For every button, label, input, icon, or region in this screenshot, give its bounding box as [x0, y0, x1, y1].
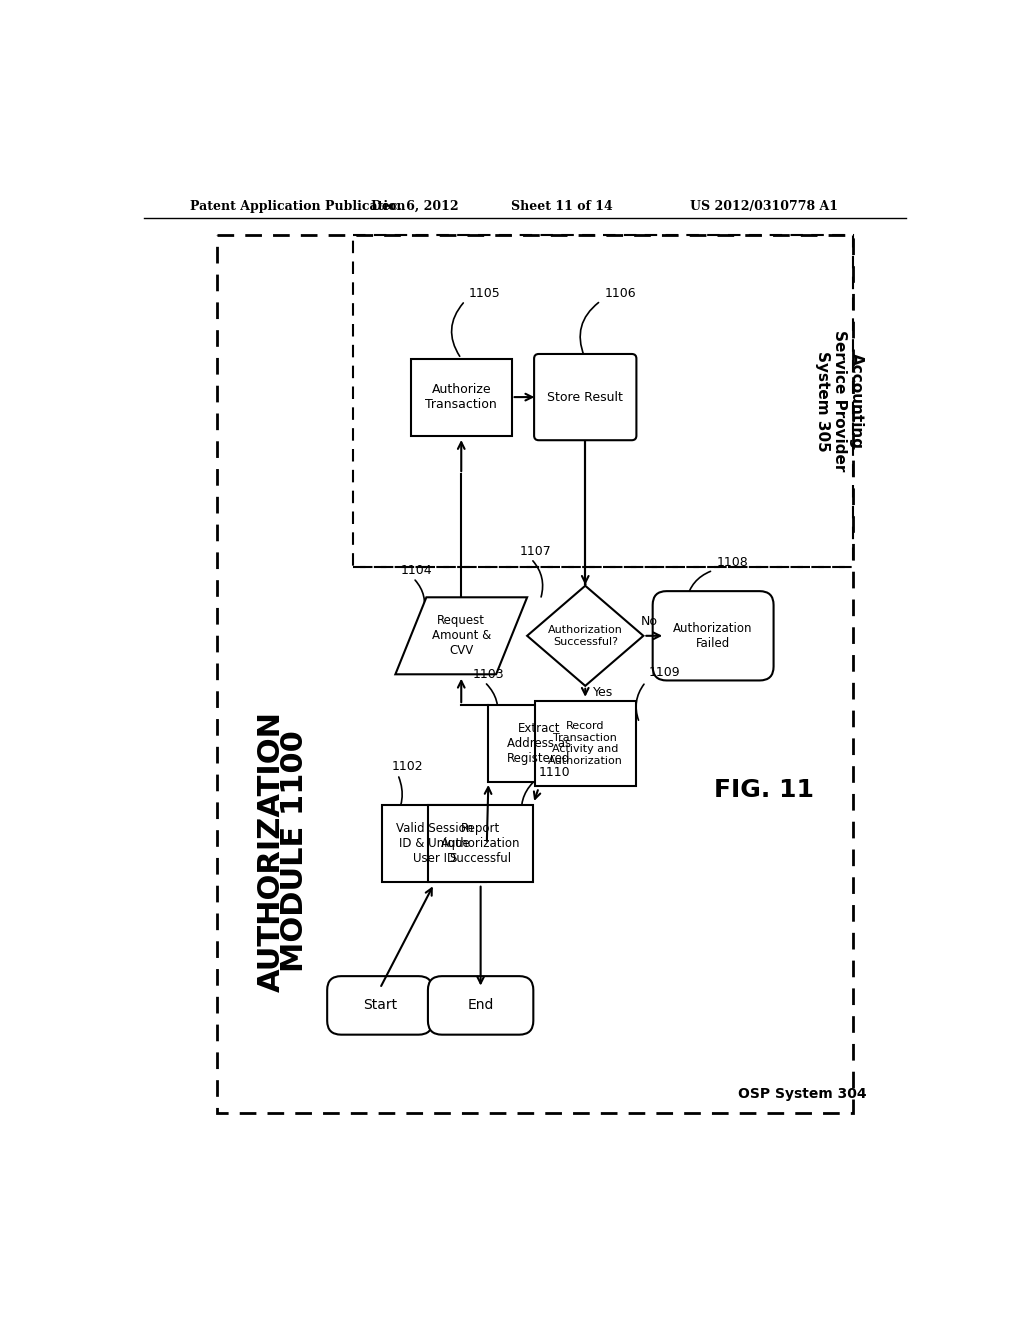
- Text: 1107: 1107: [519, 545, 551, 557]
- Text: Sheet 11 of 14: Sheet 11 of 14: [511, 199, 613, 213]
- Text: 1106: 1106: [604, 286, 636, 300]
- Text: 1104: 1104: [400, 564, 432, 577]
- Text: OSP System 304: OSP System 304: [738, 1086, 866, 1101]
- Text: Authorization
Successful?: Authorization Successful?: [548, 624, 623, 647]
- Text: 1109: 1109: [649, 667, 680, 680]
- Bar: [428, 805, 532, 882]
- Text: Extract
Address as
Registered: Extract Address as Registered: [507, 722, 570, 766]
- FancyBboxPatch shape: [428, 977, 534, 1035]
- Bar: [382, 805, 486, 882]
- Text: 1110: 1110: [539, 767, 570, 779]
- Bar: [217, 235, 853, 1113]
- Text: Store Result: Store Result: [547, 391, 624, 404]
- Text: FIG. 11: FIG. 11: [714, 777, 813, 801]
- Text: US 2012/0310778 A1: US 2012/0310778 A1: [689, 199, 838, 213]
- Text: Patent Application Publication: Patent Application Publication: [190, 199, 406, 213]
- Text: Authorize
Transaction: Authorize Transaction: [425, 383, 497, 411]
- Text: Valid Session
ID & Unique
User ID: Valid Session ID & Unique User ID: [395, 822, 473, 865]
- FancyBboxPatch shape: [535, 354, 636, 441]
- Bar: [411, 359, 512, 436]
- Text: Dec. 6, 2012: Dec. 6, 2012: [371, 199, 459, 213]
- Text: 1108: 1108: [717, 556, 749, 569]
- Text: MODULE 1100: MODULE 1100: [281, 730, 309, 973]
- Text: Yes: Yes: [593, 685, 613, 698]
- Text: Accounting
Service Provider
System 305: Accounting Service Provider System 305: [814, 330, 864, 471]
- Bar: [488, 705, 589, 781]
- Text: 1105: 1105: [469, 286, 501, 300]
- Text: No: No: [640, 615, 657, 628]
- Bar: [535, 701, 636, 785]
- Text: Report
Authorization
Successful: Report Authorization Successful: [441, 822, 520, 865]
- Polygon shape: [395, 597, 527, 675]
- Text: AUTHORIZATION: AUTHORIZATION: [257, 711, 286, 991]
- Polygon shape: [527, 586, 643, 686]
- FancyBboxPatch shape: [652, 591, 773, 681]
- Bar: [352, 235, 853, 566]
- Text: Record
Transaction
Activity and
Authorization: Record Transaction Activity and Authoriz…: [548, 721, 623, 766]
- FancyBboxPatch shape: [328, 977, 432, 1035]
- Text: Start: Start: [362, 998, 397, 1012]
- Text: Authorization
Failed: Authorization Failed: [674, 622, 753, 649]
- Text: End: End: [467, 998, 494, 1012]
- Text: Request
Amount &
CVV: Request Amount & CVV: [432, 614, 490, 657]
- Text: 1103: 1103: [473, 668, 505, 681]
- Text: 1102: 1102: [391, 760, 423, 774]
